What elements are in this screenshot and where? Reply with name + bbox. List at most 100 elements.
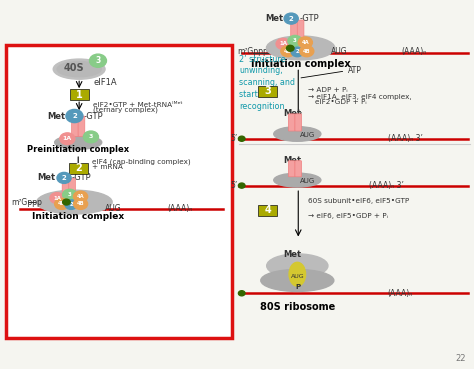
FancyBboxPatch shape bbox=[295, 161, 301, 177]
Text: P: P bbox=[296, 284, 301, 290]
Text: 60S subunit•eIF6, eIF5•GTP: 60S subunit•eIF6, eIF5•GTP bbox=[308, 198, 409, 204]
Ellipse shape bbox=[274, 127, 321, 141]
Text: → ADP + Pᵢ: → ADP + Pᵢ bbox=[308, 87, 347, 93]
Text: Met: Met bbox=[283, 156, 301, 165]
FancyBboxPatch shape bbox=[69, 178, 75, 199]
Text: Met: Met bbox=[37, 173, 55, 182]
Text: 2: 2 bbox=[69, 202, 73, 207]
Text: Met: Met bbox=[47, 111, 65, 121]
Ellipse shape bbox=[289, 262, 306, 286]
Text: AUG: AUG bbox=[105, 204, 122, 213]
Text: AUG: AUG bbox=[331, 48, 348, 56]
Text: 22: 22 bbox=[455, 354, 465, 363]
Text: AUG: AUG bbox=[291, 273, 304, 279]
Text: (AAA)ₙ: (AAA)ₙ bbox=[401, 48, 426, 56]
Text: 5’: 5’ bbox=[231, 134, 238, 143]
Text: 80S ribosome: 80S ribosome bbox=[260, 302, 335, 312]
Text: + mRNA: + mRNA bbox=[92, 163, 123, 169]
Text: AUG: AUG bbox=[300, 132, 315, 138]
Text: Initiation complex: Initiation complex bbox=[32, 212, 124, 221]
Circle shape bbox=[73, 191, 88, 202]
Text: Initiation complex: Initiation complex bbox=[251, 59, 350, 69]
Text: Met: Met bbox=[283, 250, 301, 259]
Text: 3: 3 bbox=[89, 134, 93, 139]
Text: 2’ structure
unwinding,
scanning, and
start site
recognition: 2’ structure unwinding, scanning, and st… bbox=[239, 55, 295, 111]
Ellipse shape bbox=[36, 190, 112, 214]
Circle shape bbox=[73, 199, 88, 209]
Text: m⁷Gppp: m⁷Gppp bbox=[237, 48, 268, 56]
Circle shape bbox=[284, 13, 298, 24]
Circle shape bbox=[238, 291, 245, 296]
Ellipse shape bbox=[274, 173, 321, 187]
Text: 2: 2 bbox=[72, 113, 77, 119]
Ellipse shape bbox=[57, 62, 101, 77]
Circle shape bbox=[288, 35, 302, 46]
Bar bbox=[6, 45, 232, 338]
Text: Met: Met bbox=[283, 109, 301, 118]
Text: 2: 2 bbox=[62, 175, 66, 181]
Text: 40S: 40S bbox=[64, 63, 85, 73]
Text: 3: 3 bbox=[68, 192, 72, 197]
Text: → eIF1A, eIF3, eIF4 complex,: → eIF1A, eIF3, eIF4 complex, bbox=[308, 94, 411, 100]
Circle shape bbox=[60, 133, 75, 145]
Text: -GTP: -GTP bbox=[84, 111, 103, 121]
Text: → eIF6, eIF5•GDP + Pᵢ: → eIF6, eIF5•GDP + Pᵢ bbox=[308, 213, 388, 218]
FancyBboxPatch shape bbox=[288, 114, 295, 131]
FancyBboxPatch shape bbox=[258, 86, 277, 97]
FancyBboxPatch shape bbox=[258, 205, 277, 215]
Circle shape bbox=[90, 54, 107, 67]
Text: 4E: 4E bbox=[58, 201, 65, 206]
Circle shape bbox=[276, 38, 290, 49]
Text: -GTP: -GTP bbox=[72, 173, 91, 182]
Text: (AAA)ₙ 3’: (AAA)ₙ 3’ bbox=[388, 134, 423, 143]
Circle shape bbox=[50, 193, 64, 204]
Text: 4: 4 bbox=[264, 205, 271, 215]
FancyBboxPatch shape bbox=[78, 116, 85, 137]
Circle shape bbox=[63, 199, 70, 205]
Text: eIF4 (cap-binding complex): eIF4 (cap-binding complex) bbox=[92, 159, 191, 165]
Text: 5’: 5’ bbox=[231, 181, 238, 190]
Text: m⁷Gppp: m⁷Gppp bbox=[11, 197, 42, 207]
Circle shape bbox=[57, 172, 71, 183]
Text: 1A: 1A bbox=[53, 196, 61, 200]
Text: 2: 2 bbox=[295, 49, 299, 55]
FancyBboxPatch shape bbox=[295, 114, 301, 131]
FancyBboxPatch shape bbox=[70, 89, 89, 100]
Ellipse shape bbox=[261, 269, 334, 292]
Ellipse shape bbox=[267, 254, 328, 278]
Ellipse shape bbox=[266, 36, 335, 60]
Text: Met: Met bbox=[265, 14, 283, 23]
Text: Preinitiation complex: Preinitiation complex bbox=[27, 145, 129, 154]
Ellipse shape bbox=[53, 59, 105, 79]
Text: 4E: 4E bbox=[284, 49, 292, 54]
FancyBboxPatch shape bbox=[69, 162, 88, 173]
Circle shape bbox=[298, 37, 312, 48]
Text: 1: 1 bbox=[76, 90, 82, 100]
Text: AUG: AUG bbox=[300, 178, 315, 184]
Text: (AAA)ₙ: (AAA)ₙ bbox=[168, 204, 193, 213]
Text: eIF2•GDP + Pᵢ: eIF2•GDP + Pᵢ bbox=[315, 99, 366, 105]
Circle shape bbox=[291, 47, 303, 57]
Text: (AAA)ₙ 3’: (AAA)ₙ 3’ bbox=[369, 181, 404, 190]
Circle shape bbox=[238, 183, 245, 188]
FancyBboxPatch shape bbox=[62, 178, 69, 199]
Circle shape bbox=[63, 189, 77, 200]
Circle shape bbox=[238, 136, 245, 141]
Ellipse shape bbox=[55, 135, 102, 149]
Text: (AAA)ₙ: (AAA)ₙ bbox=[388, 289, 413, 298]
Text: eIF2•GTP + Met-tRNAᴵᴹᵉᵗ: eIF2•GTP + Met-tRNAᴵᴹᵉᵗ bbox=[93, 102, 183, 108]
Text: 4B: 4B bbox=[77, 201, 84, 206]
Text: 1A: 1A bbox=[279, 41, 287, 46]
Text: (ternary complex): (ternary complex) bbox=[93, 107, 158, 113]
FancyBboxPatch shape bbox=[291, 20, 297, 41]
Text: 4A: 4A bbox=[77, 194, 84, 199]
Circle shape bbox=[300, 46, 314, 57]
Circle shape bbox=[83, 131, 99, 143]
FancyBboxPatch shape bbox=[288, 161, 295, 177]
Text: 4B: 4B bbox=[303, 49, 310, 54]
FancyBboxPatch shape bbox=[297, 20, 304, 41]
FancyBboxPatch shape bbox=[72, 116, 78, 137]
Text: 4A: 4A bbox=[301, 40, 309, 45]
Text: eIF1A: eIF1A bbox=[93, 78, 117, 87]
Circle shape bbox=[66, 110, 83, 123]
